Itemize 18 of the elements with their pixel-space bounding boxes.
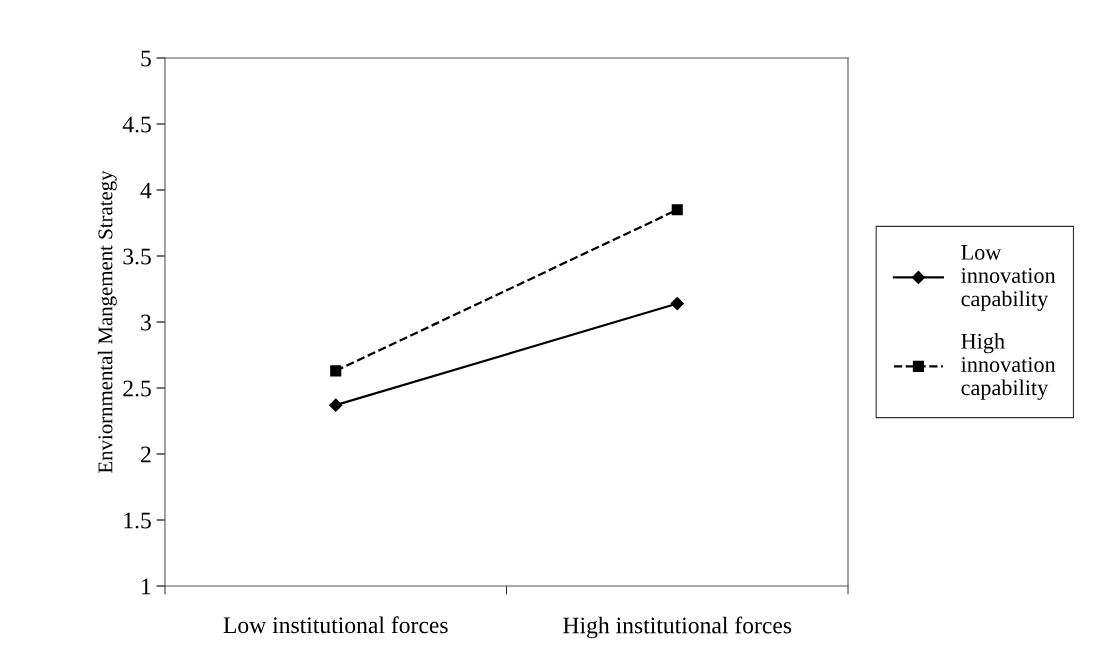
x-tick-label: High institutional forces: [563, 616, 792, 639]
y-tick-label: 3.5: [123, 248, 151, 265]
y-tick-label: 2.5: [123, 380, 151, 397]
y-axis-title: Enviornmental Mangement Strategy: [97, 170, 117, 473]
legend-label: High innovation capability: [961, 333, 1056, 400]
y-tick-label: 1: [142, 578, 151, 595]
x-tick-label: Low institutional forces: [223, 616, 448, 634]
point: [330, 365, 342, 377]
y-tick-label: 1.5: [124, 512, 151, 529]
point: [329, 398, 343, 412]
y-tick-label: 2: [141, 446, 151, 463]
y-tick-label: 5: [141, 50, 151, 67]
point: [670, 296, 684, 311]
y-tick-label: 4.5: [122, 116, 151, 133]
y-tick-label: 3: [141, 314, 151, 331]
y-tick-label: 4: [140, 182, 152, 199]
legend-label: Low innovation capability: [961, 245, 1056, 311]
point: [671, 204, 683, 216]
